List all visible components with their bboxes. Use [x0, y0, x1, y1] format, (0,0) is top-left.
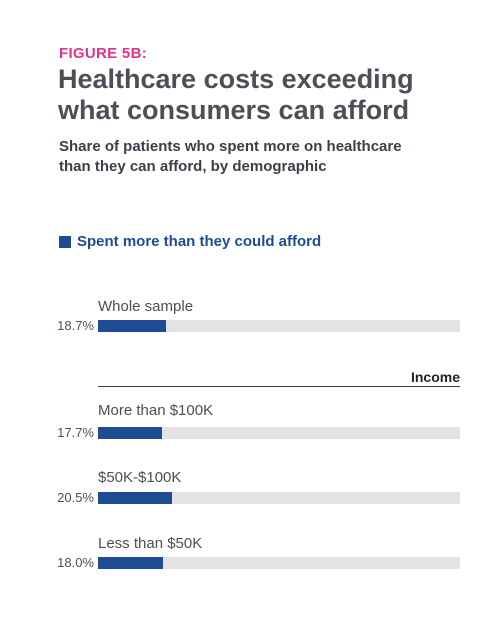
value-label: 20.5% — [57, 490, 94, 505]
bar-track — [98, 492, 460, 504]
value-label: 18.7% — [57, 318, 94, 333]
group-rule — [98, 386, 460, 387]
legend: Spent more than they could afford — [59, 233, 321, 250]
chart-title: Healthcare costs exceeding what consumer… — [58, 64, 414, 125]
bar-track — [98, 320, 460, 332]
bar — [98, 427, 163, 439]
bar-track — [98, 557, 460, 569]
bar — [98, 557, 164, 569]
chart-subtitle: Share of patients who spent more on heal… — [59, 138, 402, 175]
bar-track — [98, 427, 460, 439]
bar — [98, 492, 173, 504]
bar — [98, 320, 166, 332]
legend-swatch — [59, 235, 71, 248]
category-label: $50K-$100K — [98, 469, 182, 486]
category-label: More than $100K — [98, 402, 214, 419]
figure-label: FIGURE 5B: — [59, 45, 148, 62]
group-title: Income — [410, 369, 460, 385]
value-label: 18.0% — [57, 555, 94, 570]
value-label: 17.7% — [57, 425, 94, 440]
category-label: Less than $50K — [98, 535, 203, 552]
category-label: Whole sample — [98, 298, 194, 315]
legend-label: Spent more than they could afford — [77, 233, 322, 250]
